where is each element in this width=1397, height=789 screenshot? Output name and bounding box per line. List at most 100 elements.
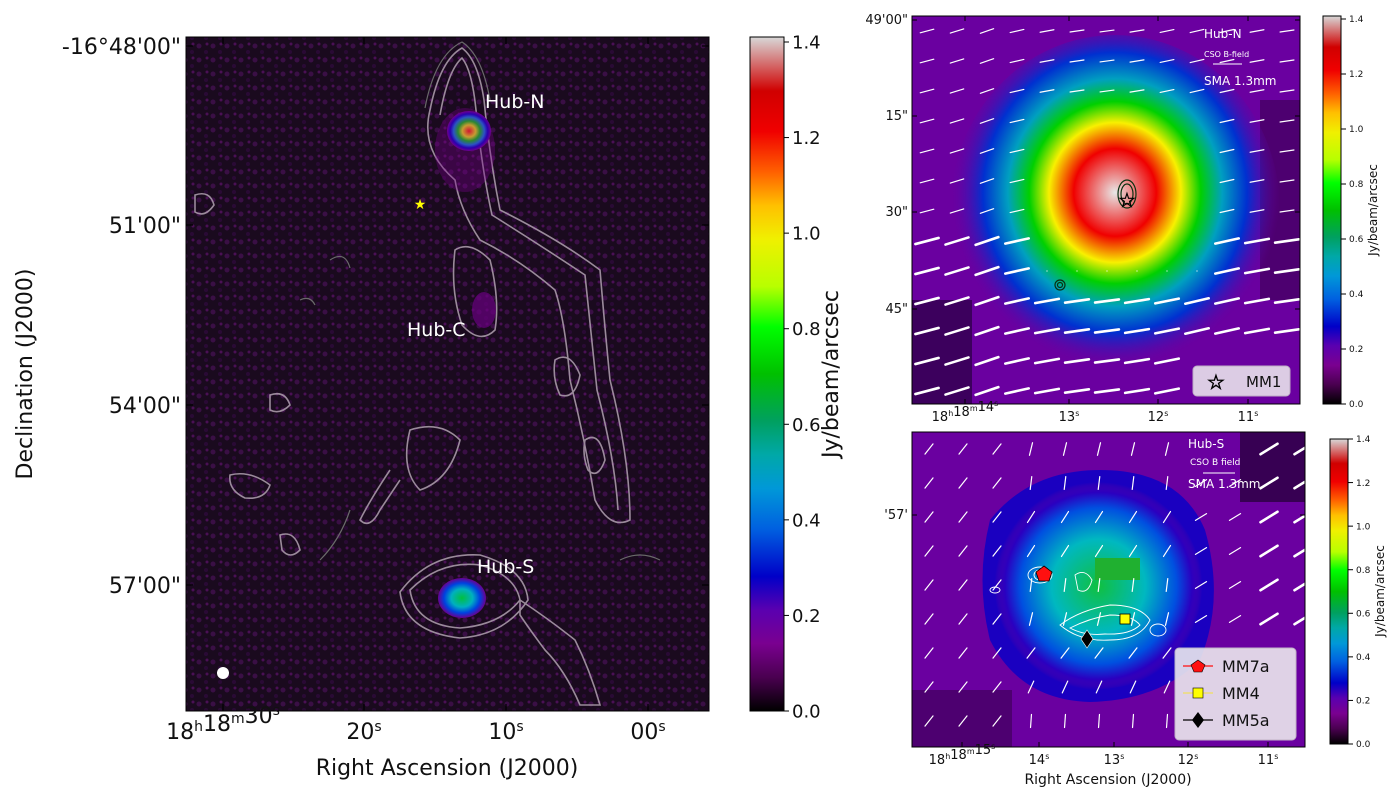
br-x-tick-label: 12s [1178, 752, 1199, 768]
bfield-vector [1027, 680, 1035, 694]
bfield-vector [924, 511, 934, 523]
br-bfield-vectors [924, 442, 1313, 729]
br-legend-label-1: MM4 [1222, 684, 1260, 703]
bfield-vector [992, 579, 1002, 591]
br-dark-top-right [1240, 432, 1305, 502]
bfield-vector [1063, 328, 1091, 334]
bfield-vector [1093, 298, 1121, 304]
bfield-vector [919, 208, 935, 214]
bfield-vector [1093, 388, 1121, 394]
tr-x-tick-label: 11s [1238, 409, 1259, 425]
bfield-vector [974, 325, 1000, 337]
colorbar-tick-label: 0.6 [1356, 610, 1371, 620]
bfield-vector [1279, 179, 1295, 183]
main-frame [185, 36, 710, 712]
bfield-vector [1063, 475, 1067, 491]
bfield-vector [1026, 647, 1036, 659]
main-x-tick-label: 18h18m30s [166, 703, 280, 745]
bfield-vector [944, 326, 970, 336]
br-y-tick-label: '57' [884, 508, 908, 523]
bfield-vector [974, 295, 1000, 307]
bfield-vector [944, 266, 970, 276]
bfield-vector [958, 477, 968, 489]
bfield-vector [1097, 475, 1101, 491]
bfield-vector [1163, 680, 1171, 694]
bfield-vector [1128, 544, 1138, 558]
bfield-vector [1094, 647, 1104, 659]
bfield-vector [979, 28, 995, 34]
hub-n-core [447, 111, 491, 151]
bfield-vector [1159, 88, 1175, 94]
br-x-tick-label: 11s [1258, 752, 1279, 768]
bfield-vector [1189, 88, 1205, 94]
bfield-vector [974, 355, 1000, 367]
bfield-vector [1029, 475, 1033, 491]
bfield-vector [1293, 510, 1313, 524]
bfield-vector [1131, 713, 1135, 729]
bfield-vector [949, 208, 965, 214]
main-grey-contours [299, 41, 661, 561]
main-colorbar-gradient [749, 36, 785, 712]
bfield-vector [1194, 581, 1208, 589]
bfield-vector [1213, 327, 1241, 335]
br-legend-pentagon-icon [1190, 659, 1206, 673]
tr-x-tick-label: 18h18m14s [932, 399, 999, 425]
tr-annotation-hub-n: Hub-N [1204, 27, 1242, 41]
bfield-vector [919, 178, 935, 184]
br-annotation-sma: SMA 1.3mm [1188, 477, 1260, 491]
bfield-vector [944, 356, 970, 366]
tr-legend-label: MM1 [1246, 373, 1281, 391]
tr-sma-contours [1054, 179, 1137, 291]
bfield-vector [1009, 88, 1025, 94]
br-y-tick-labels: '57' [884, 508, 908, 523]
colorbar-tick-label: 0.2 [1356, 697, 1370, 707]
bfield-vector [1009, 208, 1025, 214]
main-y-tick-label: 57'00" [109, 574, 181, 599]
bfield-vector [1003, 297, 1031, 305]
bfield-vector [1060, 647, 1070, 659]
bfield-vector [1219, 28, 1235, 34]
bfield-vector [1153, 327, 1181, 335]
main-x-tick-label: 00s [630, 719, 665, 745]
bfield-vector [949, 178, 965, 184]
bfield-vector [1003, 357, 1031, 365]
br-x-tick-labels: 18h18m15s 14s 13s 12s 11s [929, 742, 1279, 768]
br-sma-contours [989, 566, 1167, 641]
bfield-vector [1219, 118, 1235, 124]
colorbar-tick-label: 0.8 [1356, 566, 1371, 576]
bfield-vector [944, 236, 970, 246]
bfield-vector [949, 28, 965, 34]
hub-s-core [438, 578, 486, 618]
bfield-vector [1123, 327, 1151, 335]
bfield-vector [1094, 510, 1104, 524]
bfield-vector [949, 58, 965, 64]
bfield-vector [992, 681, 1002, 693]
bfield-vector [1099, 59, 1115, 63]
bfield-vector [914, 236, 940, 246]
br-colorbar-ticks: 0.0 0.2 0.4 0.6 0.8 1.0 1.2 1.4 [1348, 435, 1371, 750]
bfield-vector [1033, 387, 1061, 395]
bfield-vector [1093, 358, 1121, 364]
bfield-vector [1131, 475, 1135, 491]
bfield-vector [949, 148, 965, 154]
br-mm7a-marker [1035, 565, 1053, 582]
bfield-vector [1259, 544, 1279, 558]
bfield-vector [1228, 615, 1242, 623]
bfield-vector [1219, 178, 1235, 184]
bfield-vector [958, 613, 968, 625]
tr-colorbar: 0.0 0.2 0.4 0.6 0.8 1.0 1.2 1.4 Jy/beam/arcsec [1322, 15, 1380, 410]
tr-y-tick-label: 15" [885, 109, 908, 124]
bfield-vector [1164, 612, 1170, 626]
annotation-hub-n: Hub-N [485, 91, 544, 113]
colorbar-tick-label: 0.2 [1349, 345, 1363, 355]
br-legend-label-2: MM5a [1222, 711, 1270, 730]
bfield-vector [992, 647, 1002, 659]
bfield-vector [1249, 149, 1265, 153]
bfield-vector [1184, 296, 1210, 306]
br-ticks [912, 514, 1305, 747]
bfield-vector [1159, 28, 1175, 34]
main-beam-marker [217, 667, 229, 679]
bfield-vector [1009, 178, 1025, 184]
main-y-tick-labels: -16°48'00" 51'00" 54'00" 57'00" [62, 35, 181, 599]
bfield-vector [1228, 513, 1242, 521]
